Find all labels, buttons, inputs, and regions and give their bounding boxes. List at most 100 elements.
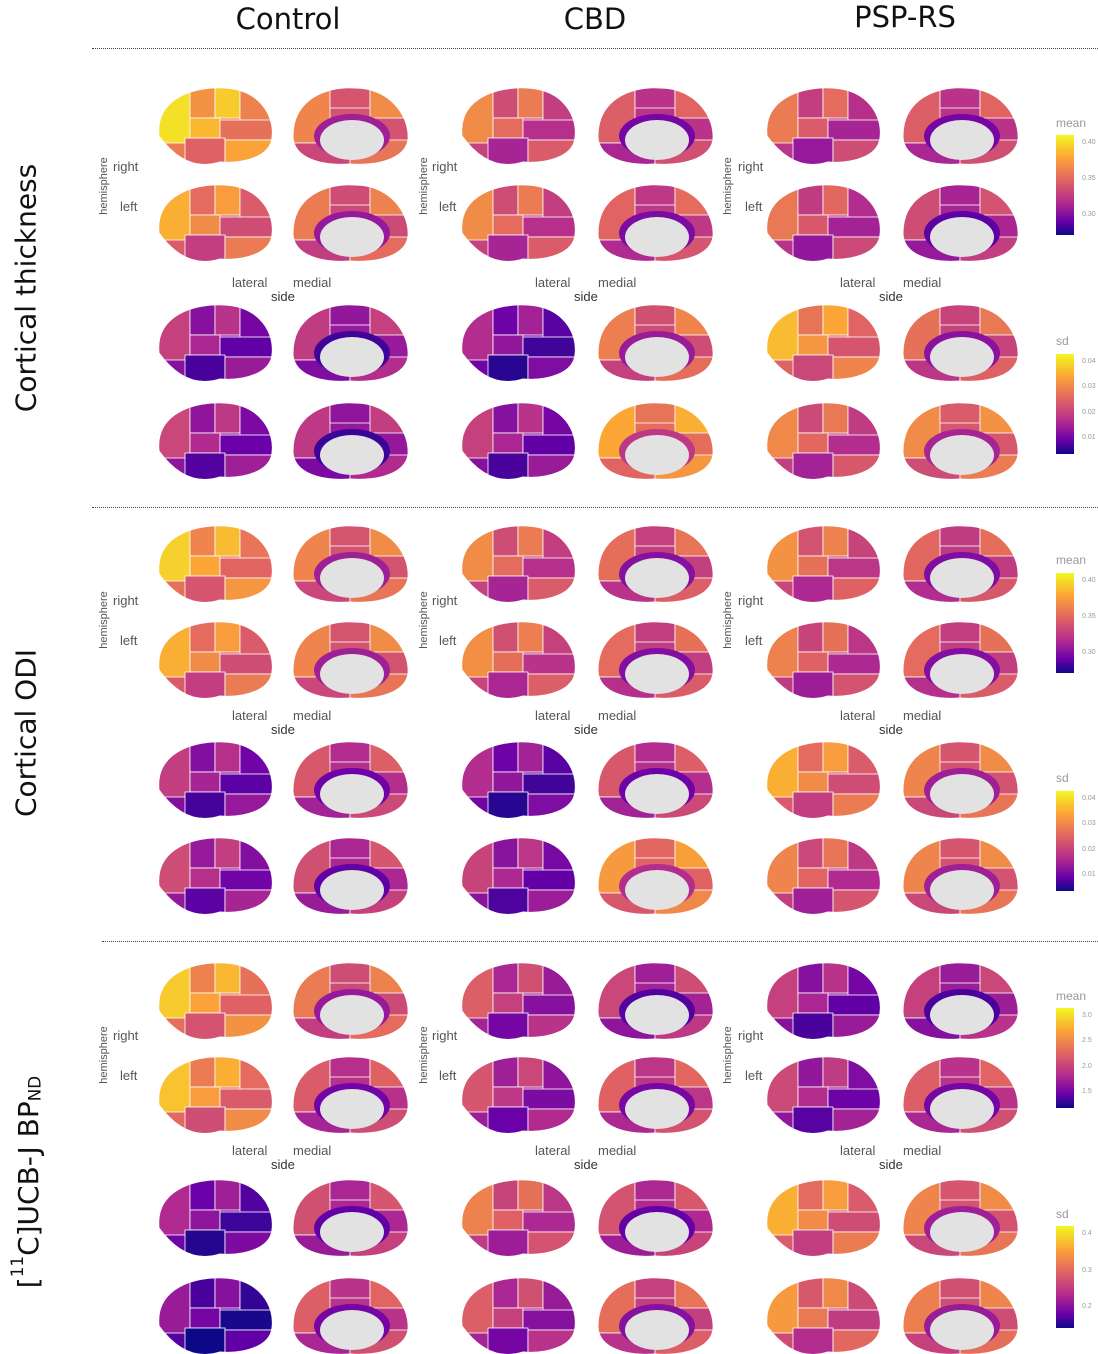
legend-sd-tick: 0.4 <box>1082 1230 1092 1237</box>
cortex-parcel <box>517 402 544 434</box>
cortex-parcel <box>766 304 799 361</box>
brain-medial <box>292 1056 409 1134</box>
cortex-parcel <box>224 1108 273 1134</box>
cortex-parcel <box>158 87 191 144</box>
cortex-parcel <box>158 962 191 1019</box>
brain-medial <box>902 525 1019 603</box>
brain-medial <box>902 837 1019 915</box>
cortex-parcel <box>487 1012 529 1040</box>
hemisphere-left-label: left <box>120 633 138 648</box>
cortex-parcel <box>329 525 371 547</box>
cortex-parcel <box>487 452 529 480</box>
brain-medial <box>292 741 409 819</box>
cortex-parcel <box>461 837 494 894</box>
brain-lateral <box>766 741 881 819</box>
legend-mean-title: mean <box>1056 989 1087 1003</box>
cortex-parcel <box>189 525 216 557</box>
cortex-parcel <box>517 741 544 773</box>
legend-mean-colorbar <box>1056 573 1074 673</box>
cortex-parcel <box>522 434 576 456</box>
side-axis-label: side <box>574 289 598 304</box>
cortex-parcel <box>369 184 409 216</box>
medial-wall <box>930 337 994 377</box>
brain-medial <box>292 402 409 480</box>
cortex-parcel <box>979 402 1019 434</box>
lateral-label: lateral <box>535 1143 571 1158</box>
cortex-parcel <box>184 575 226 603</box>
cortex-parcel <box>184 791 226 819</box>
cortex-parcel <box>492 334 524 356</box>
cortex-parcel <box>369 621 409 653</box>
cortex-parcel <box>674 87 714 119</box>
cortex-parcel <box>522 869 576 891</box>
brain-medial <box>597 837 714 915</box>
medial-wall <box>320 1212 384 1252</box>
hemisphere-right-label: right <box>738 159 764 174</box>
brain-lateral <box>461 1056 576 1134</box>
hemisphere-right-label: right <box>432 593 458 608</box>
legend-mean-title: mean <box>1056 553 1087 567</box>
medial-wall <box>930 558 994 598</box>
cortex-parcel <box>634 741 676 763</box>
cortex-parcel <box>766 1056 799 1113</box>
brain-medial <box>597 1179 714 1257</box>
cortex-parcel <box>527 793 576 819</box>
cortex-parcel <box>766 837 799 894</box>
cortex-parcel <box>527 454 576 480</box>
brain-lateral <box>766 1056 881 1134</box>
brain-medial <box>902 621 1019 699</box>
cortex-parcel <box>792 1327 834 1354</box>
cortex-parcel <box>797 621 824 653</box>
cortex-parcel <box>517 621 544 653</box>
cortex-parcel <box>492 214 524 236</box>
hemisphere-right-label: right <box>738 593 764 608</box>
cortex-parcel <box>522 119 576 141</box>
cortex-parcel <box>979 525 1019 557</box>
cortex-parcel <box>792 1106 834 1134</box>
cortex-parcel <box>827 434 881 456</box>
hemisphere-right-label: right <box>113 593 139 608</box>
lateral-label: lateral <box>232 1143 268 1158</box>
cortex-parcel <box>369 1179 409 1211</box>
cortex-parcel <box>189 651 221 673</box>
cortex-parcel <box>527 1014 576 1040</box>
cortex-parcel <box>158 837 191 894</box>
cortex-parcel <box>832 1329 881 1354</box>
cortex-parcel <box>189 1307 221 1329</box>
cortex-parcel <box>522 1088 576 1110</box>
medial-wall <box>625 120 689 160</box>
cortex-parcel <box>939 1179 981 1201</box>
cortex-parcel <box>797 525 824 557</box>
cortex-parcel <box>487 354 529 382</box>
legend-sd-colorbar <box>1056 791 1074 891</box>
cortex-parcel <box>487 887 529 915</box>
hemisphere-right-label: right <box>432 1028 458 1043</box>
cortex-parcel <box>797 1307 829 1329</box>
medial-label: medial <box>293 708 332 723</box>
hemisphere-axis-label: hemisphere <box>722 157 734 215</box>
cortex-parcel <box>822 621 849 653</box>
cortex-parcel <box>792 1229 834 1257</box>
hemisphere-left-label: left <box>745 633 763 648</box>
legend-sd-title: sd <box>1056 1207 1069 1221</box>
hemisphere-right-label: right <box>113 159 139 174</box>
cortex-parcel <box>634 621 676 643</box>
brain-medial <box>597 1277 714 1354</box>
brain-lateral <box>766 184 881 262</box>
brain-lateral <box>461 1179 576 1257</box>
brain-lateral <box>461 741 576 819</box>
cortex-parcel <box>527 889 576 915</box>
cortex-parcel <box>189 432 221 454</box>
cortex-parcel <box>224 577 273 603</box>
cortex-parcel <box>329 1179 371 1201</box>
cortex-parcel <box>487 1106 529 1134</box>
cortex-parcel <box>224 1231 273 1257</box>
legend-sd-tick: 0.02 <box>1082 408 1096 416</box>
hemisphere-left-label: left <box>439 199 457 214</box>
medial-label: medial <box>293 275 332 290</box>
cortex-parcel <box>979 87 1019 119</box>
medial-wall <box>930 1310 994 1350</box>
cortex-parcel <box>832 793 881 819</box>
brain-medial <box>292 304 409 382</box>
